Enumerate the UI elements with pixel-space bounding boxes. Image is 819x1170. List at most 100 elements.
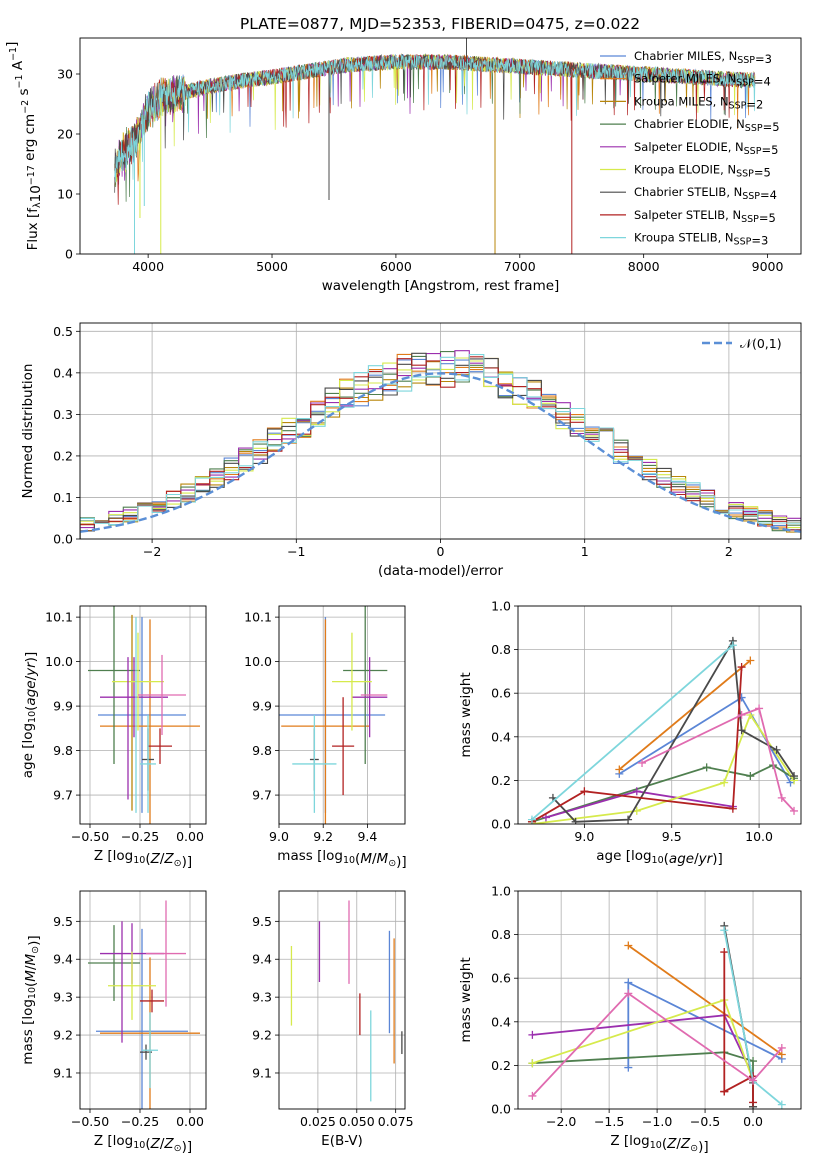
y-tick-label: 0.6	[491, 971, 511, 986]
x-tick-label: 0	[437, 544, 445, 559]
y-tick-label: 10.1	[45, 610, 73, 625]
mass-weight-marker	[580, 787, 589, 796]
x-tick-label: 2	[725, 544, 733, 559]
x-tick-label: 1	[581, 544, 589, 559]
x-tick-label: −1.0	[642, 1114, 672, 1129]
y-tick-label: 9.4	[53, 952, 73, 967]
legend-entry: Salpeter STELIB, NSSP=5	[634, 208, 776, 225]
y-tick-label: 10.0	[244, 654, 272, 669]
plot-area-age-vs-Z	[88, 606, 200, 824]
y-tick-label: 9.5	[53, 914, 73, 929]
y-tick-label: 0.8	[491, 927, 511, 942]
mass-weight-marker	[749, 1057, 758, 1066]
x-axis-label: Z [log10(Z/Z⊙)]	[94, 848, 192, 870]
mass-weight-marker	[624, 815, 633, 824]
mass-weight-series	[531, 992, 783, 1097]
x-tick-label: 7000	[504, 259, 536, 274]
y-tick-label: 0.5	[53, 324, 73, 339]
axes-frame	[517, 890, 802, 1110]
mass-weight-marker	[746, 772, 755, 781]
x-axis-label: Z [log10(Z/Z⊙)]	[94, 1133, 192, 1155]
y-axis-label: mass [log10(M/M⊙)]	[20, 935, 42, 1064]
mass-weight-marker	[737, 726, 746, 735]
panel-age-vs-Z: −0.50 −0.25 0.00 9.7 9.8 9.9 10.0 10.1 Z [log10(…	[20, 605, 207, 870]
x-axis-label: Z [log10(Z/Z⊙)]	[610, 1133, 708, 1155]
mass-weight-marker	[702, 763, 711, 772]
y-axis-label: mass weight	[458, 672, 474, 757]
panel-spectrum: 4000 5000 6000 7000 8000 9000 0 10 20 30 wavelengt…	[4, 37, 802, 294]
y-tick-label: 9.9	[53, 699, 73, 714]
mass-weight-marker	[624, 1063, 633, 1072]
mass-weight-series	[532, 998, 754, 1082]
axes-frame	[79, 890, 207, 1110]
legend-entry: Chabrier ELODIE, NSSP=5	[634, 117, 780, 134]
mass-weight-marker	[632, 787, 641, 796]
y-tick-label: 0.1	[53, 490, 73, 505]
mass-weight-series	[552, 638, 795, 823]
mass-weight-series	[532, 1014, 754, 1077]
y-tick-label: 0	[65, 247, 73, 262]
mass-weight-marker	[737, 663, 746, 672]
plot-area-mass-weight-vs-Z	[528, 921, 786, 1109]
y-tick-label: 0.0	[491, 1102, 511, 1117]
y-tick-label: 9.2	[53, 1028, 73, 1043]
x-tick-label: −0.5	[690, 1114, 720, 1129]
y-tick-label: 0.3	[53, 407, 73, 422]
mass-weight-marker	[777, 1100, 786, 1109]
mass-weight-marker	[728, 804, 737, 813]
legend-entry: Kroupa STELIB, NSSP=3	[634, 231, 768, 248]
mass-weight-marker	[790, 772, 799, 781]
x-tick-label: 0.00	[176, 829, 204, 844]
x-tick-label: −0.25	[121, 1114, 159, 1129]
mass-weight-marker	[720, 1087, 729, 1096]
x-tick-label: 9.4	[357, 829, 377, 844]
y-tick-label: 9.8	[53, 743, 73, 758]
x-tick-label: 8000	[628, 259, 660, 274]
y-tick-label: 9.8	[252, 743, 272, 758]
plot-area-age-vs-mass	[279, 606, 388, 824]
y-tick-label: 0.6	[491, 686, 511, 701]
y-tick-label: 9.5	[252, 914, 272, 929]
x-tick-label: 9.0	[269, 829, 289, 844]
mass-weight-marker	[755, 704, 764, 713]
y-tick-label: 9.1	[252, 1065, 272, 1080]
mass-weight-marker	[790, 806, 799, 815]
mass-weight-marker	[528, 1091, 537, 1100]
y-tick-label: 9.4	[252, 952, 272, 967]
y-tick-label: 9.1	[53, 1065, 73, 1080]
panel-age-vs-mass: 9.0 9.2 9.4 9.7 9.8 9.9 10.0 10.1 mass [log10(M/…	[244, 605, 407, 870]
mass-weight-marker	[638, 758, 647, 767]
plot-area-mass-vs-Z	[88, 900, 200, 1109]
axes-frame	[517, 605, 802, 825]
y-tick-label: 10.0	[45, 654, 73, 669]
legend-entry: Salpeter ELODIE, NSSP=5	[634, 140, 778, 157]
legend-entry: Kroupa ELODIE, NSSP=5	[634, 163, 771, 180]
x-tick-label: 4000	[132, 259, 164, 274]
y-tick-label: 9.3	[53, 990, 73, 1005]
mass-weight-series	[531, 666, 743, 823]
y-tick-label: 9.7	[252, 788, 272, 803]
mass-weight-marker	[527, 815, 536, 824]
plot-area-residuals	[80, 350, 801, 539]
y-tick-label: 0.2	[491, 1058, 511, 1073]
x-tick-label: 0.025	[300, 1114, 336, 1129]
panel-residuals: −2 −1 0 1 2 0.0 0.1 0.2 0.3 0.4 0.5 𝒩(0,1) (data-mod…	[20, 322, 802, 579]
mass-weight-marker	[624, 941, 633, 950]
panels: 4000 5000 6000 7000 8000 90000102030wavelengt…	[4, 37, 802, 1155]
x-axis-label: wavelength [Angstrom, rest frame]	[322, 278, 560, 294]
axes-frame	[79, 605, 207, 825]
mass-weight-marker	[720, 926, 729, 935]
x-tick-label: 5000	[256, 259, 288, 274]
legend-entry-normal: 𝒩(0,1)	[740, 336, 782, 351]
y-axis-label: mass weight	[458, 957, 474, 1042]
spectrum-line-chabrier-stelib	[114, 53, 756, 193]
mass-weight-marker	[528, 1059, 537, 1068]
histogram-kroupa-stelib	[80, 354, 801, 539]
mass-weight-marker	[728, 641, 737, 650]
mass-weight-marker	[720, 948, 729, 957]
mass-weight-series	[531, 713, 795, 824]
mass-weight-marker	[749, 1098, 758, 1107]
y-axis-label: Normed distribution	[20, 364, 36, 499]
axes-frame	[79, 322, 802, 540]
